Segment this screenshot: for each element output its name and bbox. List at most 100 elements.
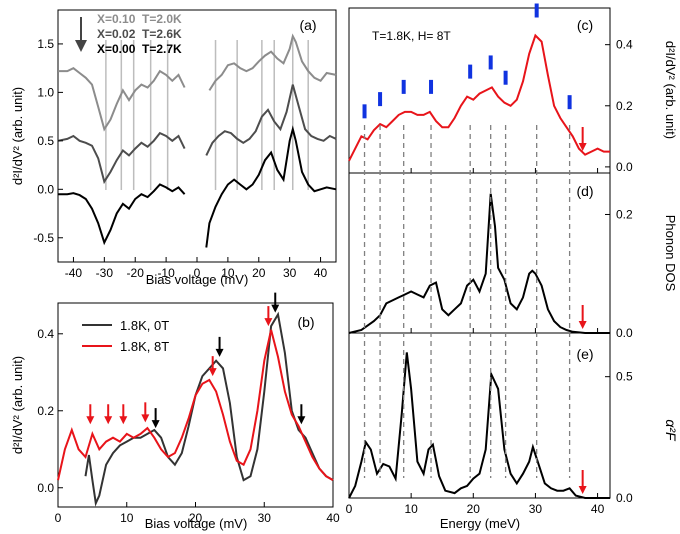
panel-b-legend: 1.8K, 0T 1.8K, 8T bbox=[82, 318, 169, 354]
peak-marker bbox=[503, 70, 508, 85]
panel-a-xtick-label: -10 bbox=[157, 266, 175, 280]
panel-a-ytick-label: -0.5 bbox=[33, 231, 54, 245]
panel-a-x-ticks: -40 -30 -20 -10 0 10 20 30 40 bbox=[65, 257, 328, 280]
panel-b-ytick-label: 0.2 bbox=[37, 404, 54, 418]
panel-d-ylabel: Phonon DOS bbox=[663, 215, 678, 292]
panel-a-xtick-label: 30 bbox=[283, 266, 297, 280]
panel-d-label: (d) bbox=[576, 183, 593, 199]
panel-c-annotation: T=1.8K, H= 8T bbox=[372, 29, 451, 43]
panel-e-curve bbox=[348, 352, 610, 499]
series-0-line bbox=[84, 311, 334, 507]
legend-entry-x010: X=0.10 T=2.0K bbox=[97, 12, 182, 26]
peak-arrow-0-head bbox=[86, 416, 95, 425]
panel-a-xtick-label: -30 bbox=[96, 266, 114, 280]
panel-c-series bbox=[348, 33, 610, 173]
panel-b-xtick-label: 40 bbox=[326, 511, 340, 525]
peak-arrow-2-head bbox=[119, 416, 128, 425]
panel-d-series bbox=[348, 193, 610, 334]
panel-e-series bbox=[348, 352, 610, 499]
panel-b-arrows bbox=[86, 292, 306, 429]
series-1-positive-bias bbox=[205, 84, 337, 156]
peak-arrow-4-head bbox=[151, 420, 160, 429]
panel-a-ytick-label: 0.0 bbox=[37, 182, 54, 196]
panel-a-ytick-label: 1.5 bbox=[37, 37, 54, 51]
panel-d-curve bbox=[348, 193, 610, 334]
peak-arrow-8-head bbox=[271, 304, 280, 313]
panel-b-y-ticks: 0.0 0.2 0.4 bbox=[37, 327, 63, 495]
series-2-negative-bias bbox=[58, 183, 186, 246]
panel-c-ytick-label: 0.0 bbox=[616, 160, 633, 174]
panel-b-ylabel: d²I/dV² (arb. unit) bbox=[10, 356, 25, 454]
panel-c-ytick-label: 0.4 bbox=[616, 38, 633, 52]
peak-marker bbox=[429, 79, 434, 94]
panel-a-guide-lines bbox=[105, 40, 309, 190]
panel-b-xtick-label: 20 bbox=[189, 511, 203, 525]
panel-b-ytick-label: 0.4 bbox=[37, 327, 54, 341]
series-1-negative-bias bbox=[57, 131, 186, 185]
cutoff-arrow-e-head bbox=[578, 486, 587, 494]
panel-e-xtick-label: 10 bbox=[404, 502, 418, 516]
peak-arrow-5-head bbox=[208, 368, 217, 377]
panel-a-xtick-label: 0 bbox=[194, 266, 201, 280]
panel-c-label: (c) bbox=[577, 17, 593, 33]
panel-d-ytick-label: 0.0 bbox=[616, 326, 633, 340]
panel-e-xtick-label: 0 bbox=[346, 502, 353, 516]
panel-d-ytick-label: 0.2 bbox=[616, 207, 633, 221]
panel-e-xlabel: Energy (meV) bbox=[440, 516, 520, 531]
panel-c: 0.0 0.2 0.4 (c) T=1.8K, H= 8T d²I/dV² (arb… bbox=[348, 3, 678, 174]
panel-e-xtick-label: 40 bbox=[591, 502, 605, 516]
panel-e-x-ticks: 0 10 20 30 40 bbox=[346, 493, 605, 516]
panel-a-label: (a) bbox=[299, 17, 316, 33]
peak-arrow-1-head bbox=[104, 416, 113, 425]
panel-c-curve bbox=[348, 33, 610, 162]
panel-b-series bbox=[57, 311, 334, 507]
panel-a-ytick-label: 0.5 bbox=[37, 134, 54, 148]
panel-a-xtick-label: -40 bbox=[65, 266, 83, 280]
legend-entry-x000: X=0.00 T=2.7K bbox=[97, 42, 182, 56]
legend-entry-0t: 1.8K, 0T bbox=[120, 318, 169, 333]
peak-arrow-3-head bbox=[141, 414, 150, 423]
panel-d: 0.0 0.2 (d) Phonon DOS bbox=[348, 172, 678, 340]
cutoff-arrows bbox=[578, 127, 587, 494]
series-0-positive-bias bbox=[208, 33, 337, 91]
panel-c-ytick-label: 0.2 bbox=[616, 99, 633, 113]
panel-b-xlabel: Bias voltage (mV) bbox=[145, 516, 248, 531]
panel-e-ytick-label: 0.5 bbox=[616, 370, 633, 384]
peak-marker bbox=[378, 92, 383, 107]
cutoff-arrow-c-head bbox=[578, 143, 587, 151]
panel-e-xtick-label: 20 bbox=[467, 502, 481, 516]
panel-a-y-ticks: -0.5 0.0 0.5 1.0 1.5 bbox=[33, 37, 63, 245]
panel-a-xtick-label: 20 bbox=[252, 266, 266, 280]
panel-b-xtick-label: 0 bbox=[55, 511, 62, 525]
legend-down-arrow-head bbox=[75, 40, 87, 52]
peak-marker bbox=[567, 95, 572, 110]
panel-b-ytick-label: 0.0 bbox=[37, 481, 54, 495]
peak-arrow-6-head bbox=[215, 348, 224, 357]
panel-b-xtick-label: 30 bbox=[258, 511, 272, 525]
panel-d-y-ticks: 0.0 0.2 bbox=[605, 207, 633, 340]
series-2-positive-bias bbox=[205, 125, 337, 248]
peak-marker bbox=[468, 64, 473, 79]
panel-a-xtick-label: -20 bbox=[127, 266, 145, 280]
panel-a-xtick-label: 10 bbox=[221, 266, 235, 280]
panel-b-xtick-label: 10 bbox=[120, 511, 134, 525]
series-0-negative-bias bbox=[58, 67, 186, 132]
peak-arrow-7-head bbox=[264, 318, 273, 327]
panel-c-ylabel: d²I/dV² (arb. unit) bbox=[663, 41, 678, 139]
panel-d-frame bbox=[348, 172, 611, 334]
legend-entry-x002: X=0.02 T=2.6K bbox=[97, 27, 182, 41]
peak-marker bbox=[362, 104, 367, 119]
panel-e-frame bbox=[348, 332, 611, 499]
panel-e-xtick-label: 30 bbox=[529, 502, 543, 516]
legend-entry-8t: 1.8K, 8T bbox=[120, 339, 169, 354]
panel-a: -40 -30 -20 -10 0 10 20 30 40 -0.5 0.0 0.5 1.0 1.5 (… bbox=[10, 9, 337, 287]
panel-b-label: (b) bbox=[297, 314, 314, 330]
panel-e-ytick-label: 0.0 bbox=[616, 491, 633, 505]
panel-e-ylabel: α²F bbox=[663, 419, 679, 442]
panel-a-xtick-label: 40 bbox=[314, 266, 328, 280]
panel-c-y-ticks: 0.0 0.2 0.4 bbox=[605, 38, 633, 174]
panel-a-series bbox=[57, 33, 337, 248]
panel-e-label: (e) bbox=[576, 346, 593, 362]
peak-arrow-9-head bbox=[297, 416, 306, 425]
